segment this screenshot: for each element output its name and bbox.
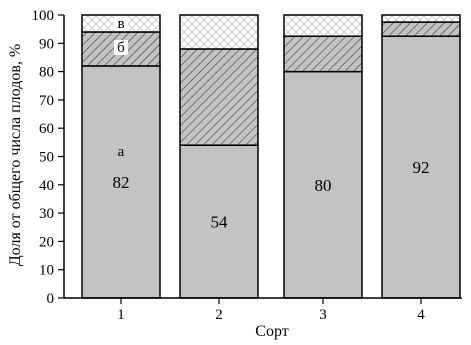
bar-2-segment-a bbox=[179, 144, 259, 299]
bar-3-segment-b bbox=[283, 35, 363, 73]
segment-label-a: а bbox=[118, 144, 125, 160]
x-tick-label-4: 4 bbox=[417, 307, 425, 323]
y-tick-label-90: 90 bbox=[39, 36, 54, 52]
segment-label-b: б bbox=[117, 40, 125, 56]
y-tick-label-60: 60 bbox=[39, 121, 54, 137]
bars-group: 82 54 80 92 а бв bbox=[81, 14, 461, 299]
bar-2-segment-b bbox=[179, 48, 259, 146]
bar-3-segment-c bbox=[283, 14, 363, 37]
y-tick-label-0: 0 bbox=[47, 291, 55, 307]
y-tick-label-40: 40 bbox=[39, 178, 54, 194]
y-tick-label-100: 100 bbox=[32, 8, 55, 24]
bar-2-segment-c bbox=[179, 14, 259, 50]
value-label-1: 82 bbox=[113, 173, 130, 192]
y-tick-label-10: 10 bbox=[39, 263, 54, 279]
bar-4-segment-b bbox=[381, 21, 461, 37]
segment-label-backdrop-c bbox=[114, 16, 128, 31]
bar-1-segment-a bbox=[81, 65, 161, 299]
y-tick-label-80: 80 bbox=[39, 65, 54, 81]
x-tick-label-1: 1 bbox=[117, 307, 125, 323]
y-tick-label-20: 20 bbox=[39, 234, 54, 250]
segment-label-c: в bbox=[117, 16, 124, 32]
bar-4-segment-c bbox=[381, 14, 461, 23]
value-label-3: 80 bbox=[315, 176, 332, 195]
value-label-4: 92 bbox=[413, 158, 430, 177]
segment-label-backdrop-b bbox=[114, 40, 128, 55]
y-tick-label-30: 30 bbox=[39, 206, 54, 222]
y-axis-title: Доля от общего числа плодов, % bbox=[7, 44, 24, 266]
x-tick-label-3: 3 bbox=[319, 307, 327, 323]
y-tick-label-50: 50 bbox=[39, 150, 54, 166]
x-tick-label-2: 2 bbox=[215, 307, 223, 323]
value-label-2: 54 bbox=[211, 213, 229, 232]
x-axis-title: Сорт bbox=[255, 323, 288, 340]
y-tick-label-70: 70 bbox=[39, 93, 54, 109]
